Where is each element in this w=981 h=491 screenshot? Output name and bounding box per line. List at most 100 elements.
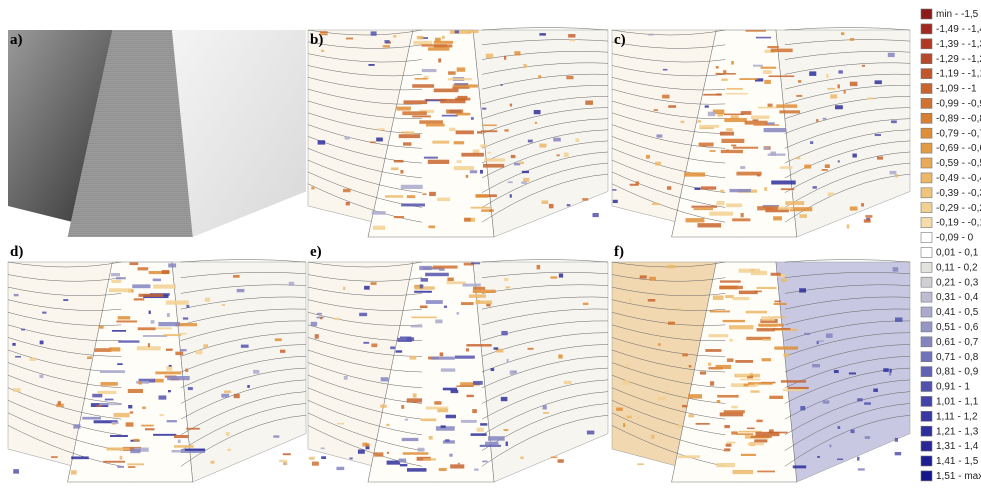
panel: a): [8, 30, 306, 237]
texture: [442, 115, 458, 117]
legend-label: -1,39 - -1,3: [936, 39, 981, 50]
legend-swatch: [921, 24, 932, 34]
texture: [520, 457, 523, 460]
texture: [486, 54, 493, 58]
legend-label: 0,61 - 0,7: [936, 337, 979, 348]
legend-label: -1,19 - -1,1: [936, 69, 981, 80]
texture: [138, 327, 156, 330]
texture: [569, 40, 575, 42]
texture: [699, 127, 714, 129]
texture: [221, 394, 229, 398]
texture: [481, 130, 497, 132]
texture: [715, 365, 731, 369]
legend-label: -0,39 - -0,3: [936, 188, 981, 199]
legend-swatch: [921, 173, 932, 183]
legend-label: 0,31 - 0,4: [936, 292, 979, 303]
legend-swatch: [921, 218, 932, 228]
texture: [861, 203, 864, 206]
texture: [895, 174, 898, 177]
texture: [543, 405, 547, 409]
texture: [387, 452, 389, 454]
texture: [445, 439, 449, 442]
texture: [370, 142, 375, 144]
legend-swatch: [921, 277, 932, 287]
texture: [890, 171, 897, 174]
texture: [153, 284, 176, 288]
texture: [501, 397, 508, 401]
texture: [726, 128, 733, 131]
legend-label: -0,89 - -0,8: [936, 113, 981, 124]
legend-swatch: [921, 39, 932, 49]
texture: [429, 436, 433, 440]
texture: [42, 312, 46, 314]
texture: [457, 160, 462, 163]
texture: [798, 80, 801, 83]
texture: [372, 211, 386, 215]
texture: [657, 134, 663, 137]
texture: [583, 303, 589, 305]
texture: [865, 436, 870, 439]
texture: [725, 93, 747, 95]
texture: [697, 223, 721, 227]
texture: [401, 131, 414, 133]
texture: [838, 70, 842, 73]
texture: [864, 219, 871, 222]
texture: [129, 262, 138, 265]
texture: [667, 265, 675, 268]
texture: [757, 174, 761, 176]
panel-label: d): [10, 244, 23, 260]
legend-swatch: [921, 247, 932, 257]
texture: [751, 116, 769, 119]
texture: [850, 82, 858, 86]
legend-swatch: [921, 158, 932, 168]
texture: [543, 412, 549, 414]
texture: [435, 38, 441, 42]
texture: [128, 389, 143, 393]
texture: [442, 36, 445, 39]
texture: [415, 78, 428, 80]
texture: [735, 360, 753, 363]
texture: [407, 195, 415, 198]
texture: [751, 436, 772, 438]
texture: [110, 435, 128, 437]
legend-label: 0,71 - 0,8: [936, 352, 979, 363]
texture: [358, 450, 365, 454]
texture: [817, 341, 819, 344]
texture: [494, 347, 499, 349]
texture: [368, 64, 374, 66]
texture: [439, 468, 447, 471]
legend-swatch: [921, 396, 932, 406]
texture: [482, 461, 487, 463]
texture: [774, 303, 787, 305]
texture: [678, 455, 700, 458]
texture: [364, 286, 370, 290]
texture: [421, 44, 447, 46]
legend: min - -1,5-1,49 - -1,4-1,39 - -1,3-1,29 …: [921, 9, 981, 482]
texture: [616, 408, 623, 411]
texture: [637, 417, 639, 419]
legend-swatch: [921, 69, 932, 79]
panel-label: e): [310, 244, 322, 260]
texture: [729, 189, 750, 192]
texture: [469, 294, 486, 298]
texture: [729, 339, 732, 342]
texture: [450, 464, 464, 468]
texture: [761, 316, 775, 320]
legend-swatch: [921, 382, 932, 392]
contour-line: [785, 260, 910, 263]
texture: [895, 452, 901, 455]
texture: [757, 206, 778, 210]
texture: [663, 69, 668, 71]
texture: [726, 444, 732, 447]
texture: [733, 147, 758, 149]
texture: [237, 289, 245, 292]
texture: [311, 187, 314, 190]
texture: [592, 213, 598, 217]
texture: [809, 71, 816, 75]
texture: [748, 443, 764, 446]
texture: [762, 339, 771, 341]
texture: [380, 405, 386, 408]
texture: [346, 202, 350, 205]
texture: [289, 282, 294, 286]
texture: [397, 338, 411, 342]
